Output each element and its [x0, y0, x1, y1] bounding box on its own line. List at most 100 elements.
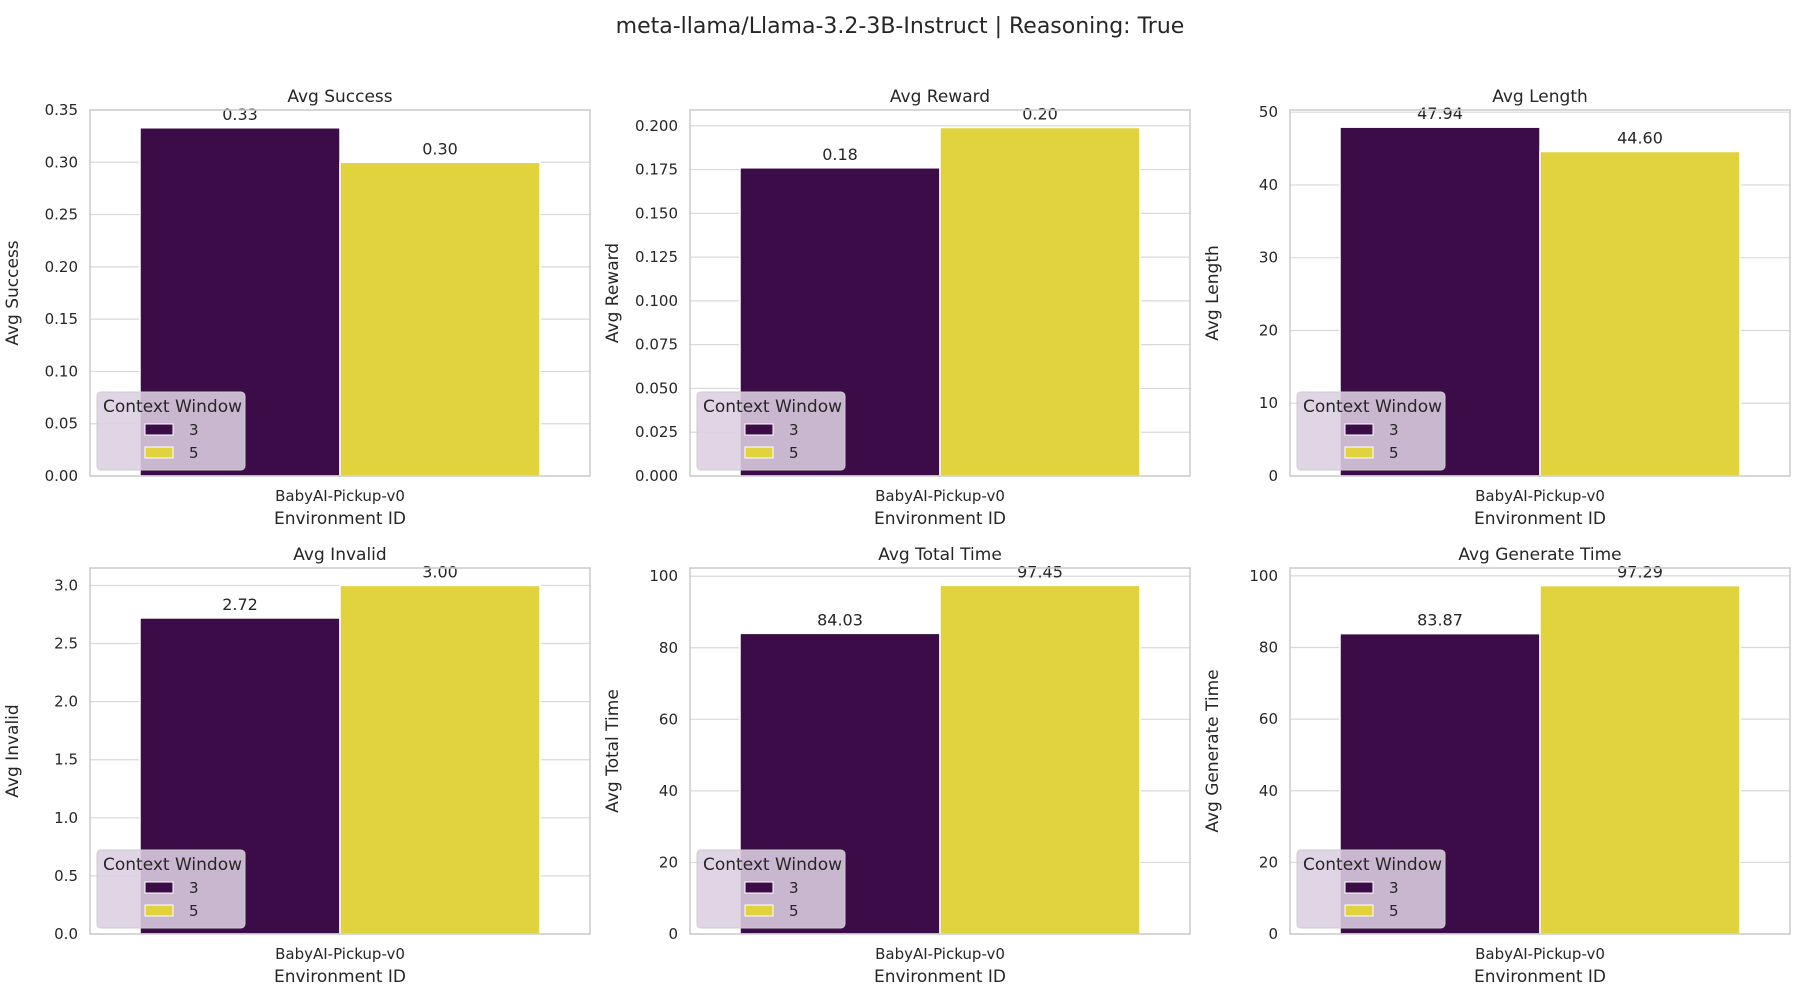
bar-series-5 — [939, 584, 1141, 935]
y-axis-label: Avg Length — [1203, 245, 1223, 341]
data-label: 44.60 — [1617, 128, 1663, 147]
axes-frame — [89, 109, 591, 477]
y-axis-label: Avg Total Time — [603, 689, 623, 813]
y-tick-label: 0 — [668, 925, 678, 943]
legend-swatch-5 — [744, 904, 774, 917]
bar-series-5 — [939, 126, 1141, 477]
data-label: 2.72 — [222, 595, 258, 614]
legend: Context Window 3 5 — [696, 391, 846, 471]
legend-label: 3 — [789, 879, 799, 897]
y-axis-label: Avg Success — [3, 240, 23, 345]
x-tick-label: BabyAI-Pickup-v0 — [275, 487, 405, 505]
legend: Context Window 3 5 — [1296, 849, 1446, 929]
x-tick-label: BabyAI-Pickup-v0 — [275, 945, 405, 963]
legend-swatch-3 — [144, 881, 174, 894]
y-tick-label: 80 — [659, 639, 678, 657]
legend-title: Context Window — [1303, 397, 1442, 417]
data-label: 3.00 — [422, 562, 458, 581]
y-tick-label: 20 — [1259, 321, 1278, 339]
chart-title: Avg Reward — [890, 87, 990, 107]
y-tick-label: 0.125 — [635, 248, 678, 266]
legend-swatch-5 — [144, 904, 174, 917]
y-tick-label: 60 — [1259, 710, 1278, 728]
x-tick-label: BabyAI-Pickup-v0 — [1475, 945, 1605, 963]
y-axis-label: Avg Invalid — [3, 704, 23, 797]
legend-swatch-5 — [744, 446, 774, 459]
data-label: 47.94 — [1417, 104, 1463, 123]
y-tick-label: 40 — [659, 782, 678, 800]
y-tick-label: 0.000 — [635, 467, 678, 485]
data-label: 0.20 — [1022, 105, 1058, 124]
bar-series-5 — [1539, 584, 1741, 935]
chart-title: Avg Success — [287, 87, 392, 107]
chart-panel-4: 2.72 3.00 0.0 0.5 1.0 1.5 2.0 2.5 3.0 BabyAI-Pick… — [3, 545, 591, 987]
y-tick-label: 10 — [1259, 394, 1278, 412]
legend-label: 3 — [1389, 421, 1399, 439]
x-tick-label: BabyAI-Pickup-v0 — [875, 487, 1005, 505]
y-tick-label: 2.0 — [54, 693, 78, 711]
y-tick-label: 50 — [1259, 103, 1278, 121]
y-tick-label: 100 — [649, 567, 678, 585]
legend-swatch-3 — [744, 423, 774, 436]
bar-series-5 — [339, 584, 541, 935]
legend: Context Window 3 5 — [96, 391, 246, 471]
y-tick-label: 40 — [1259, 782, 1278, 800]
chart-title: Avg Invalid — [293, 545, 386, 565]
chart-panel-3: 47.94 44.60 0 10 20 30 40 50 BabyAI-Pickup-v0 Env… — [1203, 87, 1791, 529]
x-axis-label: Environment ID — [274, 509, 406, 529]
legend-label: 5 — [1389, 444, 1399, 462]
legend-title: Context Window — [103, 397, 242, 417]
axes-frame — [689, 109, 1191, 477]
y-tick-label: 30 — [1259, 249, 1278, 267]
x-tick-label: BabyAI-Pickup-v0 — [1475, 487, 1605, 505]
chart-title: Avg Generate Time — [1458, 545, 1621, 565]
y-tick-label: 40 — [1259, 176, 1278, 194]
data-label: 97.29 — [1617, 563, 1663, 582]
axes-frame — [1289, 567, 1791, 935]
legend-swatch-5 — [144, 446, 174, 459]
data-label: 97.45 — [1017, 562, 1063, 581]
y-tick-label: 0.15 — [45, 310, 78, 328]
chart-panel-6: 83.87 97.29 0 20 40 60 80 100 BabyAI-Pickup-v0 En… — [1203, 545, 1791, 987]
y-tick-label: 0.25 — [45, 206, 78, 224]
legend-title: Context Window — [703, 855, 842, 875]
y-tick-label: 0.150 — [635, 204, 678, 222]
data-label: 0.18 — [822, 145, 858, 164]
legend-label: 3 — [189, 421, 199, 439]
y-tick-label: 0.20 — [45, 258, 78, 276]
chart-title: Avg Length — [1492, 87, 1588, 107]
data-label: 84.03 — [817, 610, 863, 629]
y-tick-label: 0 — [1268, 925, 1278, 943]
y-tick-label: 1.0 — [54, 809, 78, 827]
y-tick-label: 0.30 — [45, 153, 78, 171]
y-tick-label: 0.100 — [635, 292, 678, 310]
x-tick-label: BabyAI-Pickup-v0 — [875, 945, 1005, 963]
y-axis-label: Avg Generate Time — [1203, 669, 1223, 832]
x-axis-label: Environment ID — [1474, 509, 1606, 529]
legend-label: 3 — [789, 421, 799, 439]
axes-frame — [1289, 109, 1791, 477]
y-tick-label: 0.10 — [45, 362, 78, 380]
y-tick-label: 0.075 — [635, 336, 678, 354]
axes-frame — [689, 567, 1191, 935]
y-tick-label: 2.5 — [54, 635, 78, 653]
legend-label: 3 — [1389, 879, 1399, 897]
legend-swatch-3 — [1344, 881, 1374, 894]
legend-label: 5 — [189, 902, 199, 920]
legend: Context Window 3 5 — [696, 849, 846, 929]
y-tick-label: 80 — [1259, 639, 1278, 657]
y-tick-label: 0.35 — [45, 101, 78, 119]
legend: Context Window 3 5 — [1296, 391, 1446, 471]
y-tick-label: 0.05 — [45, 415, 78, 433]
chart-panel-2: 0.18 0.20 0.000 0.025 0.050 0.075 0.100 0.125 0.… — [603, 87, 1191, 529]
y-tick-label: 100 — [1249, 567, 1278, 585]
y-axis-label: Avg Reward — [603, 243, 623, 343]
legend-title: Context Window — [103, 855, 242, 875]
chart-panel-1: 0.33 0.30 0.00 0.05 0.10 0.15 0.20 0.25 0.30 0.35… — [3, 87, 591, 529]
x-axis-label: Environment ID — [874, 967, 1006, 987]
y-tick-label: 3.0 — [54, 576, 78, 594]
bar-series-5 — [339, 161, 541, 477]
y-tick-label: 0 — [1268, 467, 1278, 485]
y-tick-label: 20 — [659, 853, 678, 871]
